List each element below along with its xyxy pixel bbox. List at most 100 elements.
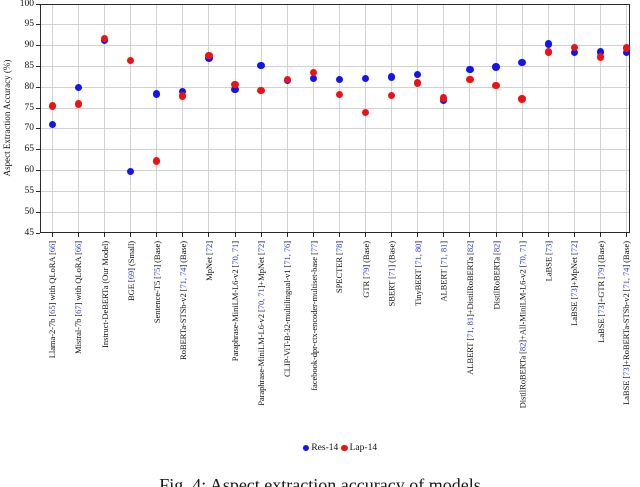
- data-point-lap-14: [544, 48, 552, 56]
- vertical-gridline: [417, 5, 419, 232]
- citation-link[interactable]: 66: [73, 243, 84, 253]
- citation-link[interactable]: 78: [334, 243, 345, 253]
- legend-marker-icon: [341, 444, 348, 452]
- horizontal-gridline: [41, 128, 629, 130]
- citation-link[interactable]: 72: [569, 243, 580, 253]
- citation-link[interactable]: 70, 71: [230, 243, 240, 265]
- citation-link[interactable]: 75: [151, 267, 162, 277]
- x-category-label: LaBSE [73]: [543, 241, 554, 282]
- data-point-res-14: [153, 90, 161, 98]
- vertical-gridline: [443, 5, 445, 232]
- horizontal-gridline: [41, 170, 629, 172]
- data-point-res-14: [257, 61, 265, 70]
- x-tick-mark: [234, 233, 236, 237]
- vertical-gridline: [286, 5, 288, 232]
- x-tick-mark: [626, 233, 627, 237]
- vertical-gridline: [208, 5, 210, 232]
- data-point-res-14: [231, 86, 239, 94]
- data-point-res-14: [570, 49, 578, 57]
- vertical-gridline: [547, 5, 549, 232]
- x-category-label: Instruct-DeBERTa (Our Model): [99, 241, 110, 348]
- citation-link[interactable]: 71, 74: [621, 267, 632, 289]
- y-tick-label: 70: [24, 123, 35, 134]
- x-category-label: LaBSE [73]+GTR [79] (Base): [595, 241, 606, 343]
- x-category-label: Mistral-7b [67] with QLoRA [66]: [73, 241, 84, 354]
- chart-legend: Res-14 Lap-14: [302, 443, 377, 453]
- data-point-res-14: [466, 65, 474, 74]
- data-point-lap-14: [335, 90, 344, 99]
- data-point-lap-14: [257, 86, 265, 95]
- x-tick-mark: [312, 233, 314, 237]
- vertical-gridline: [338, 5, 340, 232]
- x-category-label: DistilRoBERTa [82]+All-MiniLM-L6-v2 [70,…: [517, 241, 528, 409]
- x-category-label: SBERT [71] (Base): [386, 241, 397, 307]
- citation-link[interactable]: 71, 81: [464, 316, 475, 338]
- horizontal-gridline: [41, 190, 629, 192]
- x-category-label: ALBERT [71, 81]: [438, 241, 449, 302]
- data-point-lap-14: [283, 76, 291, 84]
- x-tick-mark: [417, 233, 419, 237]
- x-category-label: BGE [69] (Small): [125, 241, 136, 301]
- citation-link[interactable]: 71, 81: [438, 243, 449, 265]
- data-point-lap-14: [518, 95, 526, 103]
- data-point-res-14: [518, 59, 526, 67]
- citation-link[interactable]: 67: [73, 305, 84, 314]
- x-category-label: LaBSE [73]+RoBERTa-STSb-v2 [71, 74] (Bas…: [621, 241, 632, 406]
- y-tick-mark: [36, 128, 40, 130]
- y-tick-mark: [36, 24, 40, 26]
- data-point-res-14: [126, 167, 135, 176]
- figure-caption: Fig. 4: Aspect extraction accuracy of mo…: [159, 475, 481, 487]
- vertical-gridline: [365, 5, 366, 232]
- vertical-gridline: [626, 5, 627, 232]
- citation-link[interactable]: 79: [595, 267, 606, 277]
- data-point-res-14: [361, 74, 370, 83]
- data-point-res-14: [74, 83, 83, 91]
- data-point-lap-14: [596, 53, 605, 61]
- citation-link[interactable]: 73: [543, 243, 554, 253]
- citation-link[interactable]: 69: [125, 270, 136, 280]
- y-tick-mark: [36, 170, 40, 172]
- x-category-label: RoBERTa-STSb-v2 [71, 74] (Base): [177, 241, 188, 360]
- y-tick-mark: [36, 190, 40, 192]
- citation-link[interactable]: 82: [517, 342, 528, 352]
- x-tick-mark: [77, 233, 79, 237]
- horizontal-gridline: [41, 45, 629, 47]
- vertical-gridline: [391, 5, 393, 232]
- x-category-label: Paraphrase-MiniLM-L6-v2 [70, 71]: [230, 241, 240, 362]
- citation-link[interactable]: 82: [491, 243, 501, 253]
- citation-link[interactable]: 72: [256, 243, 267, 253]
- citation-link[interactable]: 71, 80: [412, 243, 423, 265]
- vertical-gridline: [521, 5, 523, 232]
- x-tick-mark: [573, 233, 575, 237]
- y-tick-label: 60: [24, 165, 35, 176]
- data-point-lap-14: [414, 79, 422, 87]
- citation-link[interactable]: 72: [203, 243, 214, 253]
- x-category-label: TinyBERT [71, 80]: [412, 241, 423, 306]
- citation-link[interactable]: 82: [464, 243, 475, 253]
- citation-link[interactable]: 77: [308, 243, 319, 253]
- data-point-res-14: [492, 63, 500, 71]
- citation-link[interactable]: 71, 74: [177, 267, 188, 289]
- x-category-label: Paraphrase-MiniLM-L6-v2 [70, 71]+MpNet […: [256, 241, 267, 406]
- citation-link[interactable]: 70, 71: [256, 288, 267, 310]
- citation-link[interactable]: 71: [386, 267, 397, 277]
- citation-link[interactable]: 70, 71: [517, 243, 528, 265]
- y-tick-mark: [36, 232, 40, 234]
- data-point-lap-14: [309, 69, 317, 77]
- citation-link[interactable]: 73: [621, 367, 632, 376]
- x-tick-mark: [495, 233, 497, 237]
- citation-link[interactable]: 73: [569, 288, 580, 297]
- data-point-lap-14: [100, 34, 109, 43]
- data-point-res-14: [179, 87, 187, 96]
- vertical-gridline: [130, 5, 132, 232]
- citation-link[interactable]: 73: [595, 305, 606, 314]
- x-category-label: SPECTER [78]: [334, 241, 345, 294]
- citation-link[interactable]: 66: [47, 243, 58, 253]
- citation-link[interactable]: 71, 76: [282, 243, 293, 265]
- x-tick-mark: [469, 233, 471, 237]
- citation-link[interactable]: 79: [360, 267, 371, 277]
- horizontal-gridline: [41, 86, 629, 88]
- x-tick-mark: [338, 233, 340, 237]
- citation-link[interactable]: 65: [47, 305, 58, 314]
